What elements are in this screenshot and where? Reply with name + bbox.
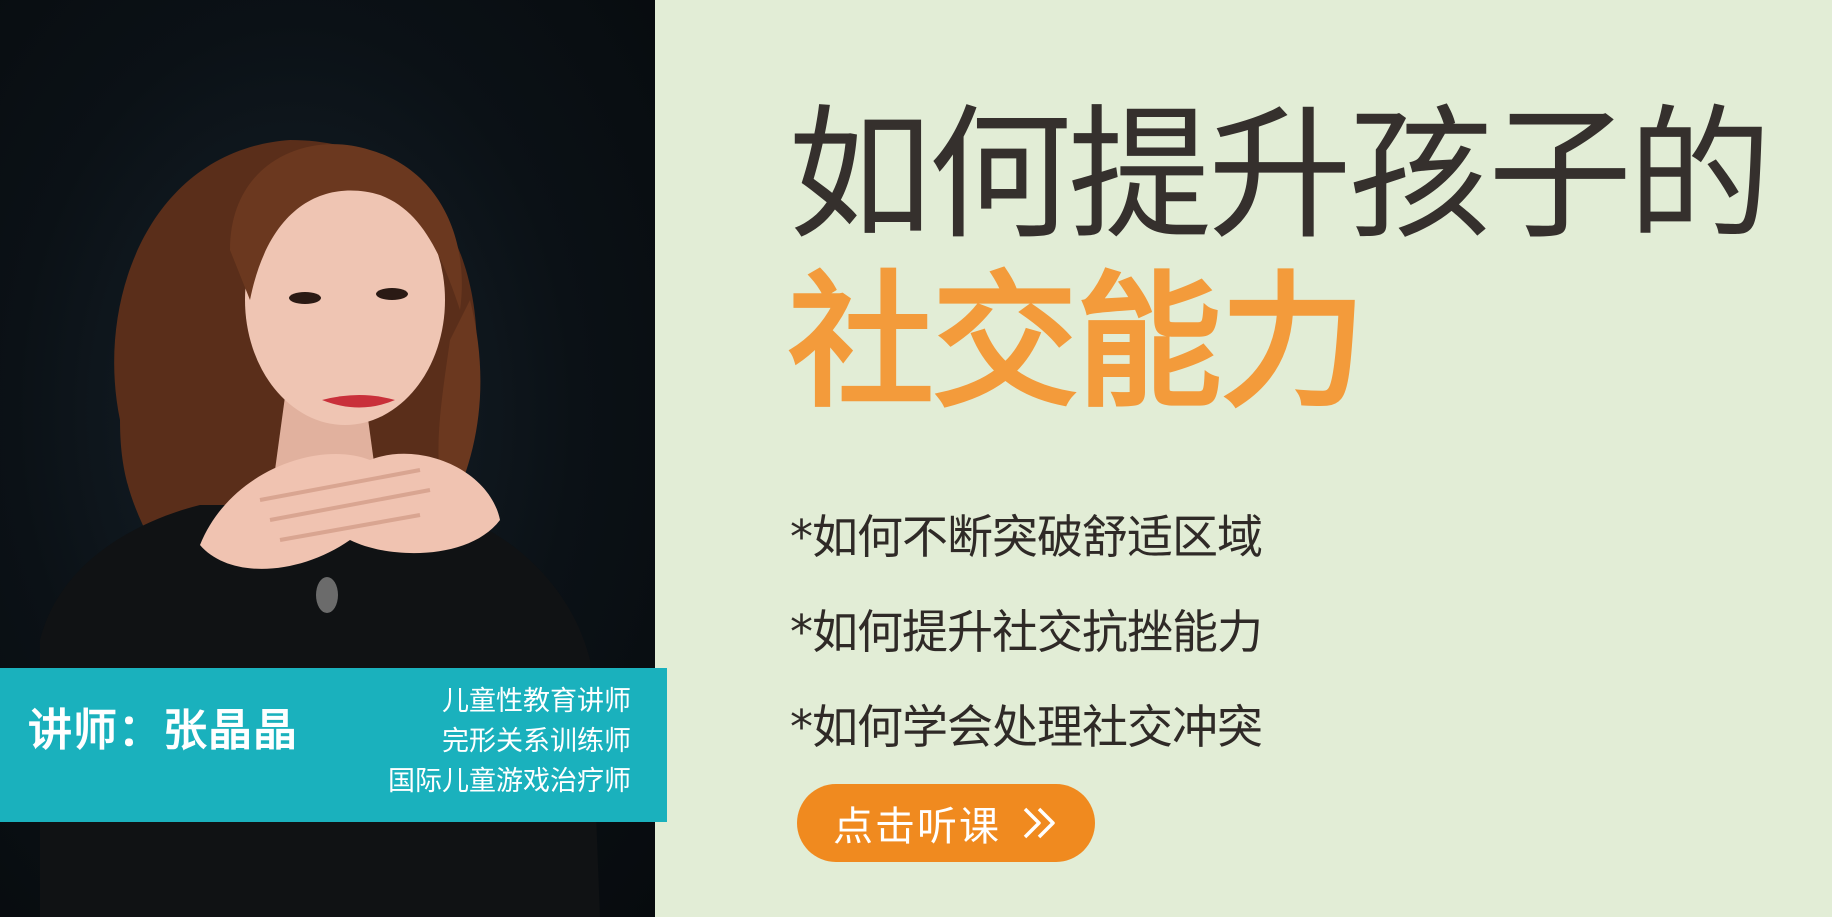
list-item: *如何学会处理社交冲突 [790, 700, 1263, 754]
instructor-title: 国际儿童游戏治疗师 [388, 766, 631, 797]
instructor-titles: 儿童性教育讲师 完形关系训练师 国际儿童游戏治疗师 [388, 682, 631, 802]
list-item: *如何提升社交抗挫能力 [790, 605, 1263, 659]
instructor-banner: 讲师：张晶晶 儿童性教育讲师 完形关系训练师 国际儿童游戏治疗师 [0, 668, 667, 822]
double-chevron-right-icon [1019, 805, 1059, 841]
instructor-name: 讲师：张晶晶 [28, 705, 298, 756]
listen-button-label: 点击听课 [833, 804, 1001, 850]
listen-button[interactable]: 点击听课 [797, 784, 1095, 862]
list-item: *如何不断突破舒适区域 [790, 510, 1263, 564]
instructor-title: 完形关系训练师 [442, 726, 631, 757]
headline-line-2: 社交能力 [788, 258, 1366, 428]
bullet-list: *如何不断突破舒适区域 *如何提升社交抗挫能力 *如何学会处理社交冲突 [790, 490, 1263, 775]
headline-line-1: 如何提升孩子的 [788, 91, 1772, 259]
instructor-title: 儿童性教育讲师 [442, 686, 631, 717]
